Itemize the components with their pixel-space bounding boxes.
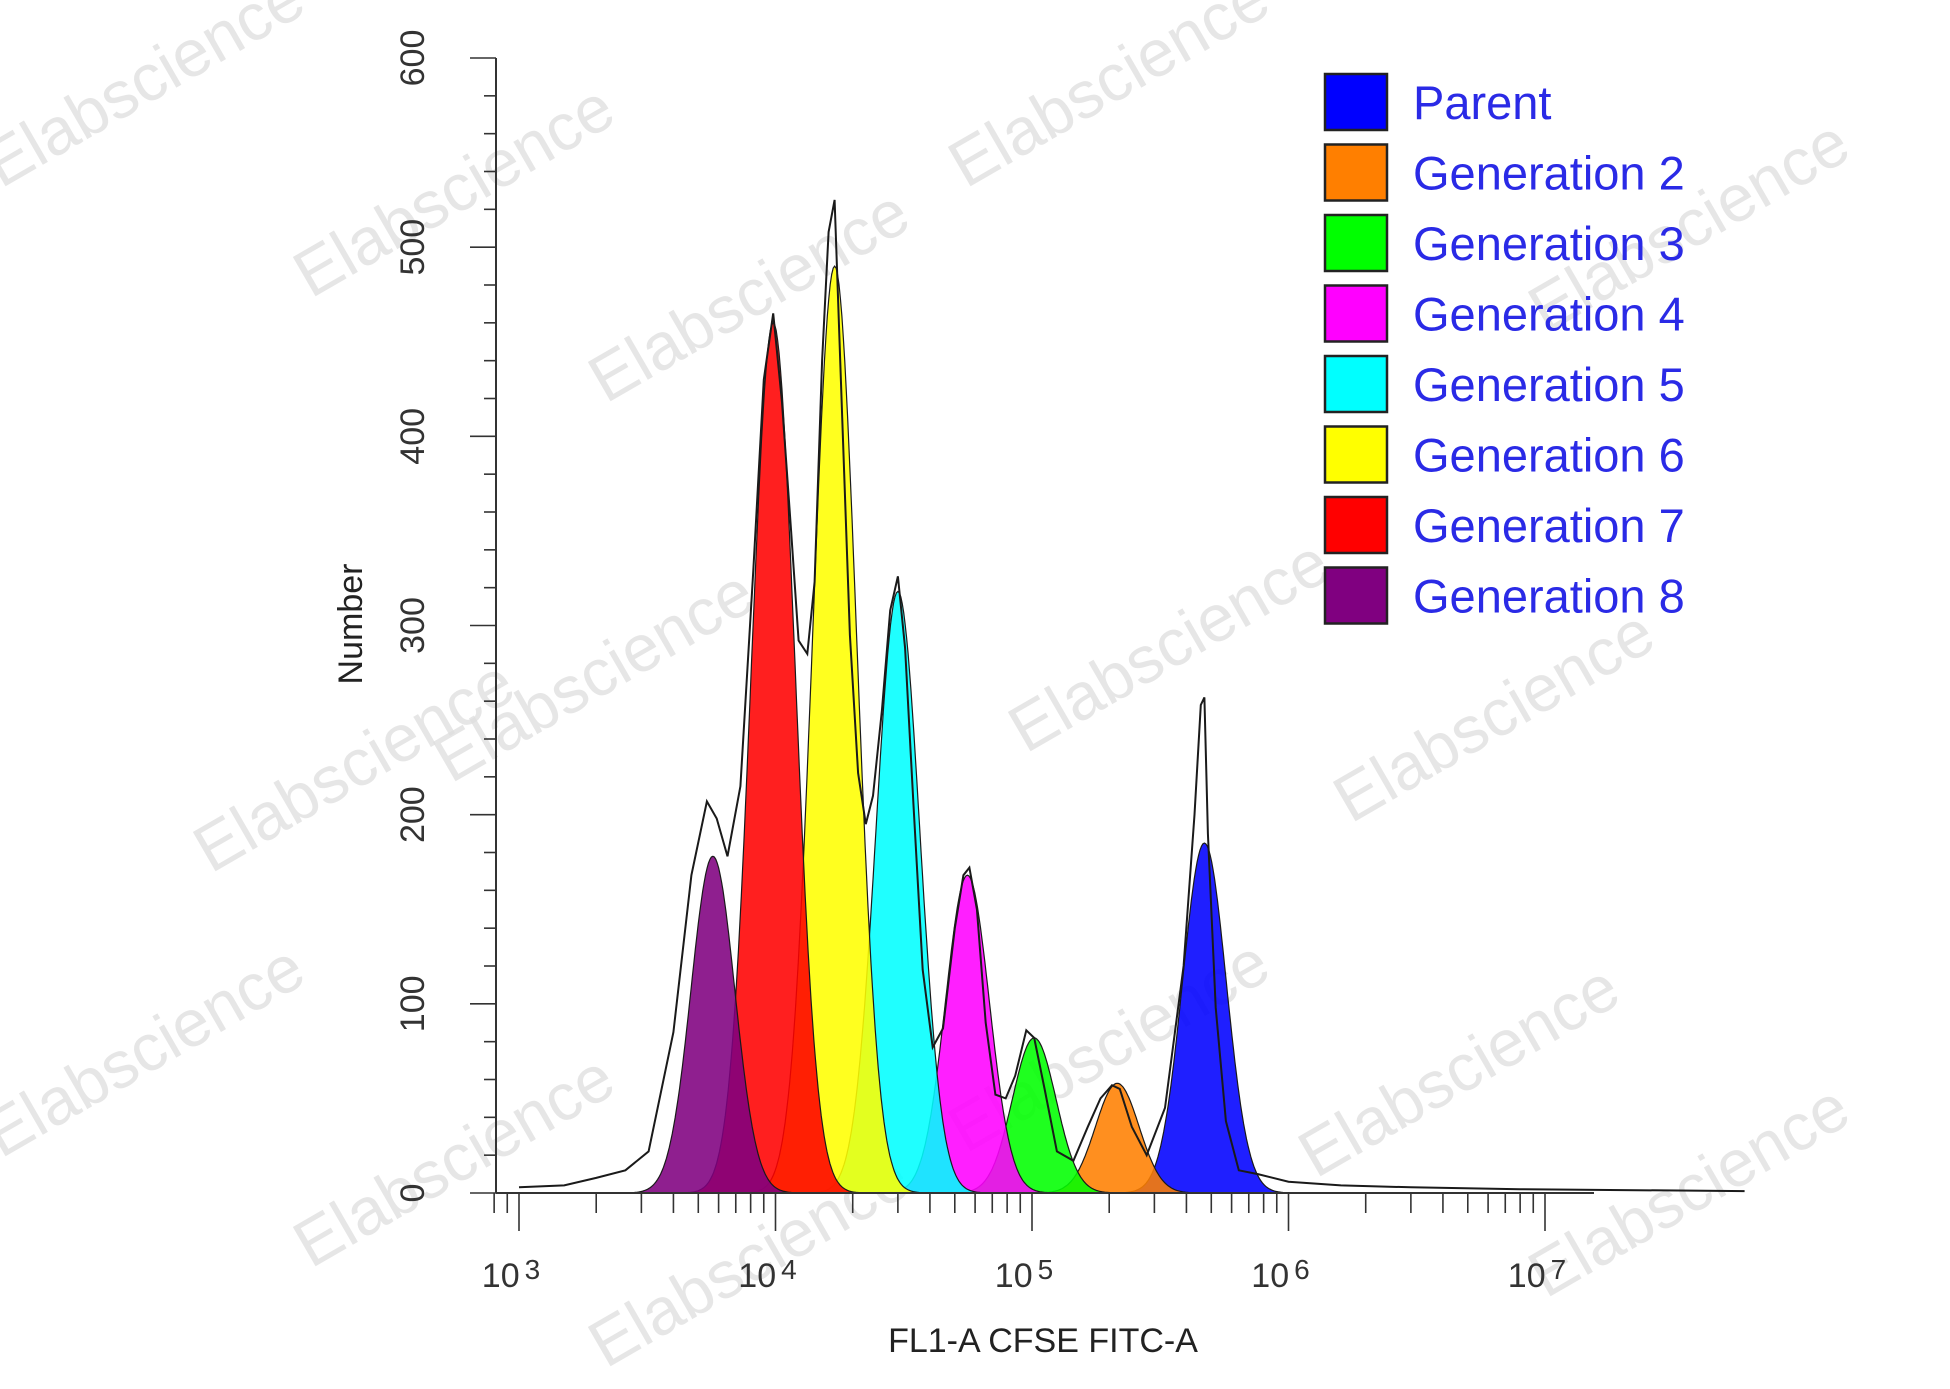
legend: Parent Generation 2 Generation 3 Generation… — [1323, 72, 1685, 625]
peak-generation-8 — [625, 855, 801, 1194]
legend-label-generation-5: Generation 5 — [1413, 358, 1685, 411]
legend-swatch-generation-2 — [1323, 143, 1389, 202]
watermark-text: Elabscience — [1286, 949, 1631, 1191]
watermark-text: Elabscience — [936, 0, 1281, 201]
axes: 0 100 200 300 400 500 600 10 3 10 4 10 5 10 6 10 7 — [394, 30, 1594, 1295]
legend-swatch-generation-8 — [1323, 566, 1389, 625]
x-tick-label: 10 7 — [1508, 1254, 1566, 1295]
legend-label-generation-2: Generation 2 — [1413, 147, 1685, 200]
total-histogram-outline — [518, 199, 1745, 1193]
watermark-text: Elabscience — [1321, 594, 1666, 836]
legend-label-generation-6: Generation 6 — [1413, 429, 1685, 482]
x-tick-label: 10 5 — [995, 1254, 1053, 1295]
legend-label-generation-4: Generation 4 — [1413, 288, 1685, 341]
watermark-text: Elabscience — [0, 929, 316, 1171]
watermark-text: Elabscience — [0, 0, 316, 201]
legend-swatch-parent — [1323, 72, 1389, 132]
y-tick-label: 500 — [394, 219, 432, 276]
y-tick-label: 400 — [394, 408, 432, 465]
watermark-text: Elabscience — [576, 174, 921, 416]
y-tick-label: 0 — [394, 1184, 432, 1203]
legend-label-generation-8: Generation 8 — [1413, 570, 1685, 623]
legend-label-parent: Parent — [1413, 76, 1551, 129]
watermark-text: Elabscience — [996, 524, 1341, 766]
x-axis-title: FL1-A CFSE FITC-A — [888, 1322, 1198, 1360]
generation-peaks — [625, 265, 1292, 1194]
y-tick-label: 600 — [394, 30, 432, 87]
y-tick-label: 300 — [394, 597, 432, 654]
legend-swatch-generation-7 — [1323, 495, 1389, 555]
legend-swatch-generation-5 — [1323, 354, 1389, 414]
legend-label-generation-7: Generation 7 — [1413, 499, 1685, 552]
x-tick-label: 10 4 — [738, 1254, 796, 1295]
x-tick-label: 10 6 — [1251, 1254, 1309, 1295]
y-tick-label: 200 — [394, 786, 432, 843]
watermark-text: Elabscience — [281, 69, 626, 311]
legend-swatch-generation-6 — [1323, 425, 1389, 484]
legend-swatch-generation-3 — [1323, 213, 1389, 273]
watermark-text: Elabscience — [281, 1039, 626, 1281]
y-tick-label: 100 — [394, 975, 432, 1032]
legend-swatch-generation-4 — [1323, 284, 1389, 343]
legend-label-generation-3: Generation 3 — [1413, 217, 1685, 270]
y-axis-title: Number — [332, 564, 370, 685]
x-tick-label: 10 3 — [482, 1254, 540, 1295]
